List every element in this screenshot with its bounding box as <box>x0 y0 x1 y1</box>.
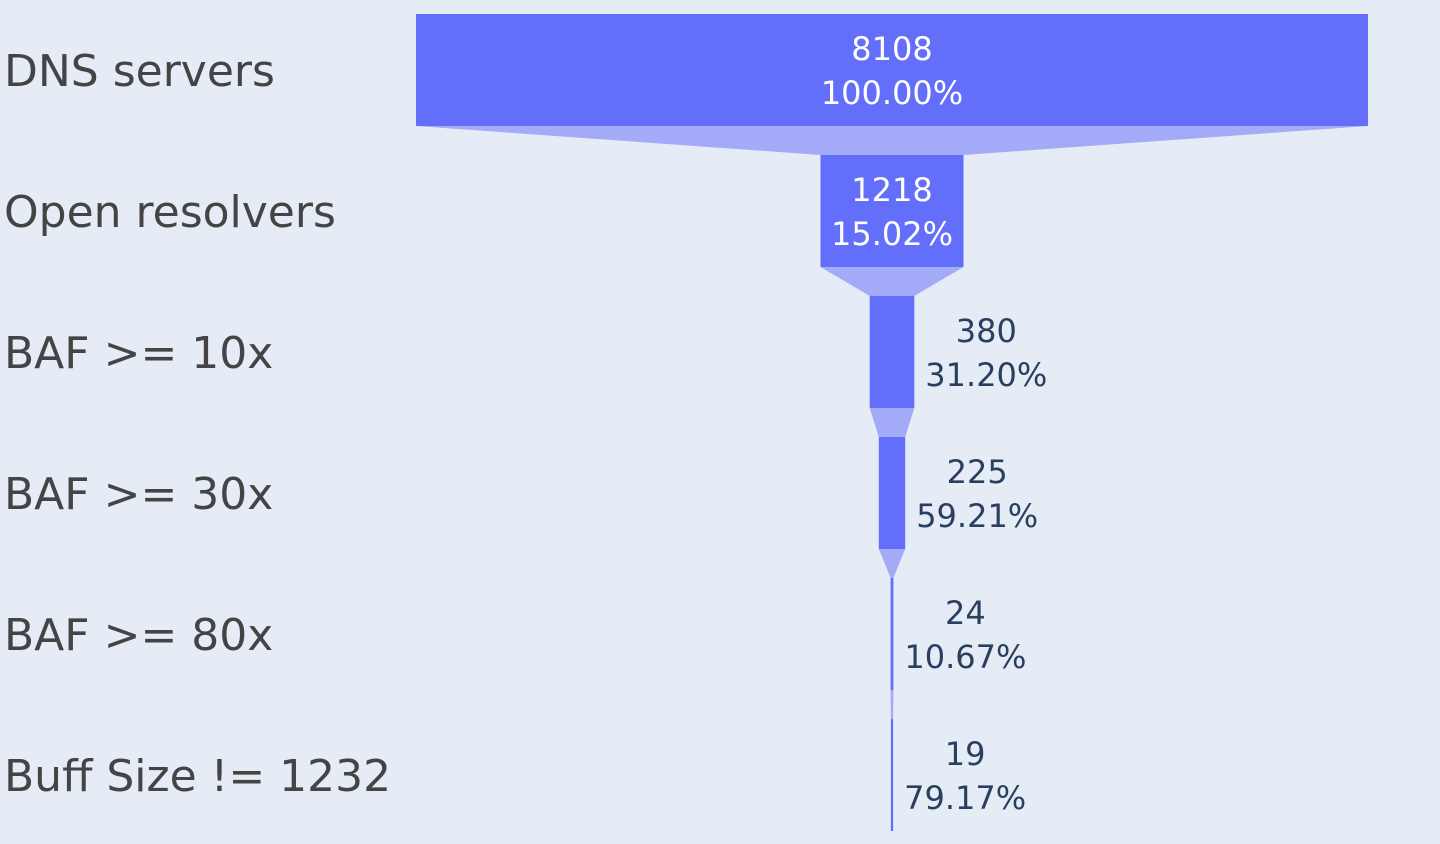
percent-label: 79.17% <box>904 779 1026 817</box>
funnel-bar <box>890 578 894 690</box>
value-label: 8108 <box>851 30 932 68</box>
funnel-connector <box>869 408 915 437</box>
funnel-bar <box>416 14 1368 126</box>
percent-label: 10.67% <box>904 638 1026 676</box>
percent-label: 31.20% <box>925 356 1047 394</box>
stage-label: BAF >= 30x <box>4 469 273 520</box>
funnel-connector <box>416 126 1368 155</box>
stage-label: Open resolvers <box>4 187 336 238</box>
funnel-bar <box>869 296 915 408</box>
percent-label: 59.21% <box>916 497 1038 535</box>
value-label: 380 <box>956 312 1017 350</box>
stage-label: DNS servers <box>4 46 275 97</box>
funnel-bar <box>890 719 894 831</box>
funnel-bar <box>820 155 964 267</box>
stage-label: BAF >= 10x <box>4 328 273 379</box>
funnel-bar <box>878 437 906 549</box>
value-label: 225 <box>947 453 1008 491</box>
value-label: 1218 <box>851 171 932 209</box>
value-label: 19 <box>945 735 986 773</box>
stage-label: Buff Size != 1232 <box>4 751 391 802</box>
funnel-connector <box>890 690 894 719</box>
percent-label: 100.00% <box>821 74 963 112</box>
percent-label: 15.02% <box>831 215 953 253</box>
funnel-connector <box>820 267 964 296</box>
value-label: 24 <box>945 594 986 632</box>
stage-label: BAF >= 80x <box>4 610 273 661</box>
funnel-connector <box>878 549 906 578</box>
